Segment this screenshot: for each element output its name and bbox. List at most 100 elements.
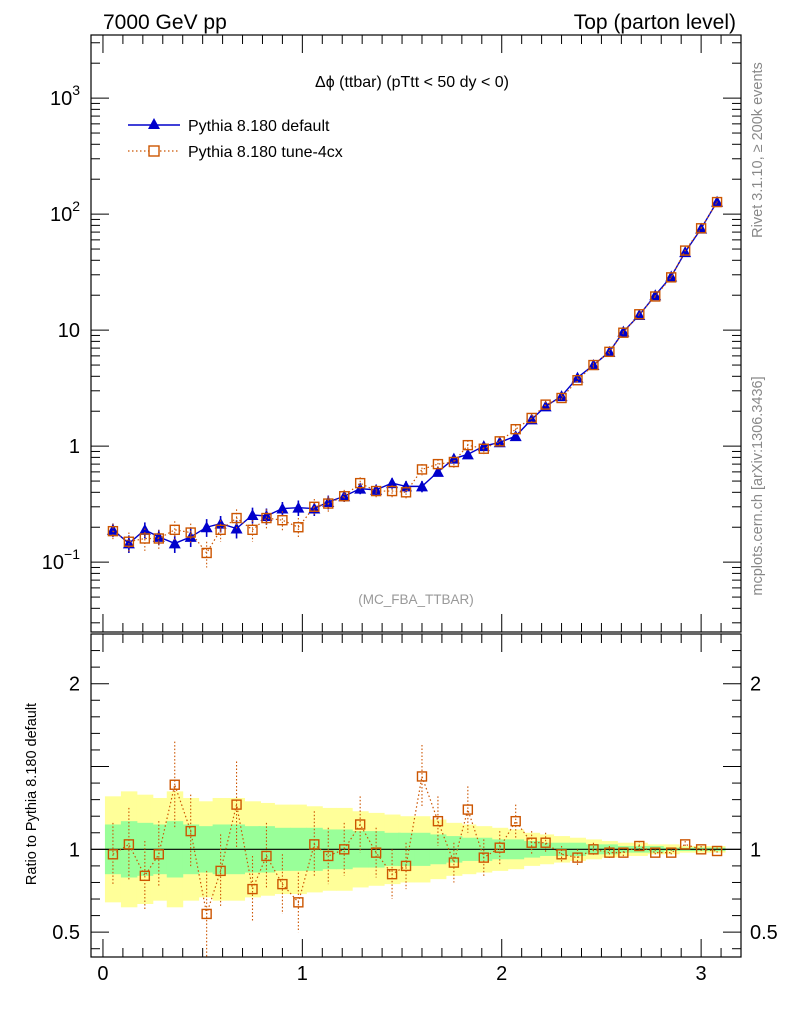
main-point-tune-4cx <box>494 436 505 447</box>
ratio-y-tick-label-left: 0.5 <box>52 922 80 944</box>
header-process-label: Top (parton level) <box>574 11 736 34</box>
main-point-tune-4cx <box>526 412 537 424</box>
ratio-point-tune-4cx <box>478 852 489 863</box>
ratio-point-tune-4cx <box>231 799 242 810</box>
main-point-default <box>477 440 490 452</box>
main-point-default <box>246 508 259 520</box>
ratio-point-tune-4cx <box>261 850 272 862</box>
main-point-tune-4cx <box>370 485 382 497</box>
rivet-version-label: Rivet 3.1.10, ≥ 200k events <box>750 62 766 238</box>
main-panel: 10−1 1 10 102 103 Δϕ (ttbar) (pTtt < 50 dy <… <box>42 34 742 633</box>
main-point-default <box>665 270 678 282</box>
main-point-tune-4cx <box>695 223 707 234</box>
main-point-tune-4cx <box>540 399 551 410</box>
legend-label-default: Pythia 8.180 default <box>188 118 330 135</box>
main-point-default <box>152 530 165 542</box>
ratio-point-tune-4cx <box>448 857 460 868</box>
ratio-series-line-tune-4cx <box>112 774 718 915</box>
ratio-uncertainty-bands <box>91 791 741 908</box>
ratio-point-tune-4cx <box>370 847 382 858</box>
ratio-point-tune-4cx <box>386 868 398 880</box>
main-plot-frame <box>90 34 742 633</box>
ratio-plot-frame <box>90 633 742 958</box>
main-series-line-default <box>112 201 718 545</box>
ratio-point-tune-4cx <box>215 865 226 877</box>
ratio-point-tune-4cx <box>679 839 691 850</box>
ratio-point-tune-4cx <box>107 849 119 860</box>
ratio-point-tune-4cx <box>354 819 366 830</box>
ratio-point-tune-4cx <box>572 852 583 863</box>
ratio-point-tune-4cx <box>293 897 304 908</box>
ratio-point-tune-4cx <box>169 779 180 790</box>
main-y-tick-label: 10−1 <box>42 546 80 574</box>
main-point-default <box>509 430 522 442</box>
main-point-tune-4cx <box>618 327 629 338</box>
ratio-series-layer <box>107 741 723 957</box>
main-point-default <box>260 509 273 521</box>
legend-square-marker-icon <box>148 145 160 157</box>
main-point-default <box>571 371 584 383</box>
ratio-point-tune-4cx <box>185 825 196 837</box>
ratio-point-tune-4cx <box>123 839 135 850</box>
main-point-default <box>276 502 289 514</box>
main-point-tune-4cx <box>400 487 412 498</box>
ratio-y-tick-label-left: 2 <box>69 674 80 696</box>
ratio-point-tune-4cx <box>510 815 521 827</box>
main-point-tune-4cx <box>416 464 428 475</box>
ratio-point-tune-4cx <box>201 908 212 920</box>
ratio-point-tune-4cx <box>247 883 258 895</box>
ratio-x-tick-label: 0 <box>97 963 108 985</box>
ratio-y-axis-label: Ratio to Pythia 8.180 default <box>24 703 40 885</box>
main-point-tune-4cx <box>650 291 661 302</box>
main-point-default <box>415 480 428 492</box>
main-point-tune-4cx <box>634 309 645 320</box>
main-point-default <box>338 490 351 502</box>
main-series-line-tune-4cx <box>112 201 718 555</box>
main-point-default <box>168 537 181 549</box>
legend-entry-tune-4cx: Pythia 8.180 tune-4cx <box>128 144 343 161</box>
main-point-default <box>292 501 305 513</box>
main-point-tune-4cx <box>215 524 226 536</box>
main-point-tune-4cx <box>107 525 119 537</box>
main-point-tune-4cx <box>448 456 460 468</box>
main-point-tune-4cx <box>277 514 288 526</box>
main-point-default <box>711 195 724 207</box>
ratio-point-tune-4cx <box>650 847 661 858</box>
main-point-tune-4cx <box>679 245 691 256</box>
main-point-tune-4cx <box>556 392 567 404</box>
ratio-point-tune-4cx <box>540 837 551 848</box>
ratio-point-tune-4cx <box>556 849 567 860</box>
ratio-point-tune-4cx <box>277 878 288 890</box>
ratio-x-tick-label: 2 <box>496 963 507 985</box>
main-point-tune-4cx <box>247 524 258 536</box>
ratio-point-tune-4cx <box>416 771 428 782</box>
main-point-tune-4cx <box>386 485 398 497</box>
ratio-point-tune-4cx <box>400 860 412 872</box>
main-point-default <box>603 345 616 357</box>
ratio-x-axis-ticks: 0 1 2 3 <box>97 634 742 985</box>
main-point-tune-4cx <box>339 491 350 502</box>
main-y-tick-label: 102 <box>50 198 80 226</box>
main-point-default <box>649 289 662 301</box>
ratio-point-tune-4cx <box>588 844 599 855</box>
main-point-tune-4cx <box>123 536 135 547</box>
ratio-y-tick-label-right: 0.5 <box>750 922 778 944</box>
main-point-tune-4cx <box>309 501 320 513</box>
main-plot-title: Δϕ (ttbar) (pTtt < 50 dy < 0) <box>315 74 509 91</box>
main-point-tune-4cx <box>510 423 521 435</box>
main-point-tune-4cx <box>153 533 164 544</box>
main-point-tune-4cx <box>666 272 677 283</box>
legend: Pythia 8.180 default Pythia 8.180 tune-4… <box>128 118 343 161</box>
main-point-tune-4cx <box>169 524 180 536</box>
ratio-point-tune-4cx <box>323 850 334 862</box>
ratio-point-tune-4cx <box>494 842 505 853</box>
main-point-default <box>431 465 444 477</box>
main-y-tick-label: 10 <box>58 320 80 342</box>
header-energy-label: 7000 GeV pp <box>103 11 227 34</box>
main-point-default <box>106 523 119 535</box>
ratio-x-tick-label: 3 <box>696 963 707 985</box>
main-point-tune-4cx <box>261 512 272 524</box>
main-point-default <box>200 521 213 533</box>
